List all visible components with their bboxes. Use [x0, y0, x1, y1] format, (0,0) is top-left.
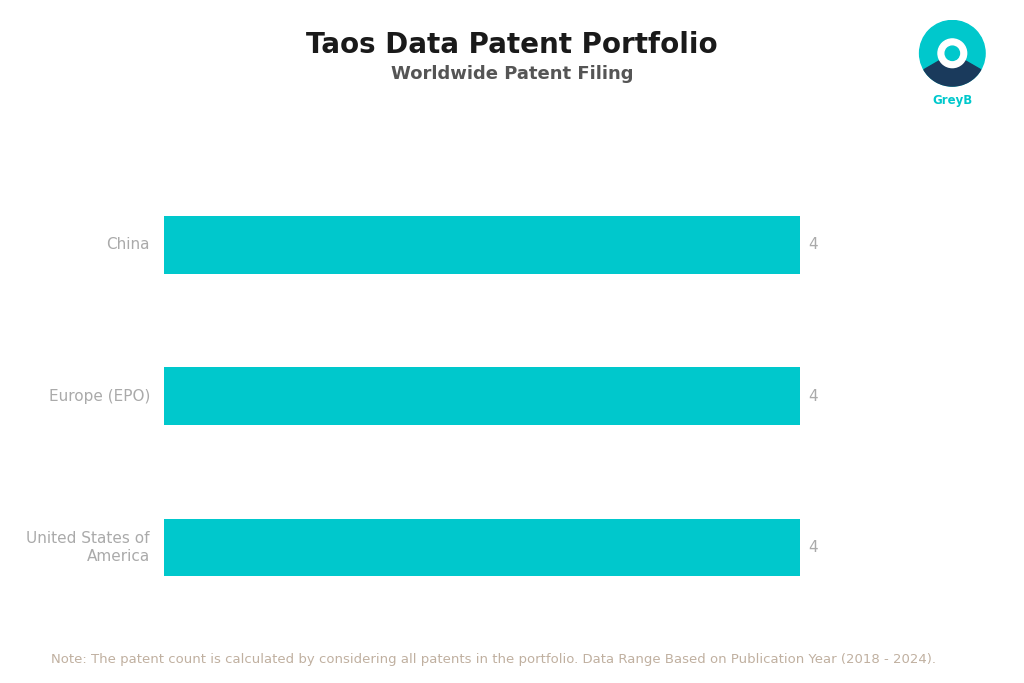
Circle shape	[920, 20, 985, 86]
Text: Taos Data Patent Portfolio: Taos Data Patent Portfolio	[306, 31, 718, 59]
Text: 4: 4	[808, 237, 817, 252]
Text: 4: 4	[808, 540, 817, 555]
Text: 4: 4	[808, 389, 817, 404]
Wedge shape	[924, 53, 981, 86]
Circle shape	[938, 39, 967, 68]
Text: GreyB: GreyB	[932, 94, 973, 107]
Text: Worldwide Patent Filing: Worldwide Patent Filing	[391, 65, 633, 83]
Circle shape	[945, 46, 959, 61]
Bar	[164, 216, 800, 274]
Bar	[164, 367, 800, 425]
Text: Note: The patent count is calculated by considering all patents in the portfolio: Note: The patent count is calculated by …	[51, 653, 936, 666]
Bar	[164, 518, 800, 576]
